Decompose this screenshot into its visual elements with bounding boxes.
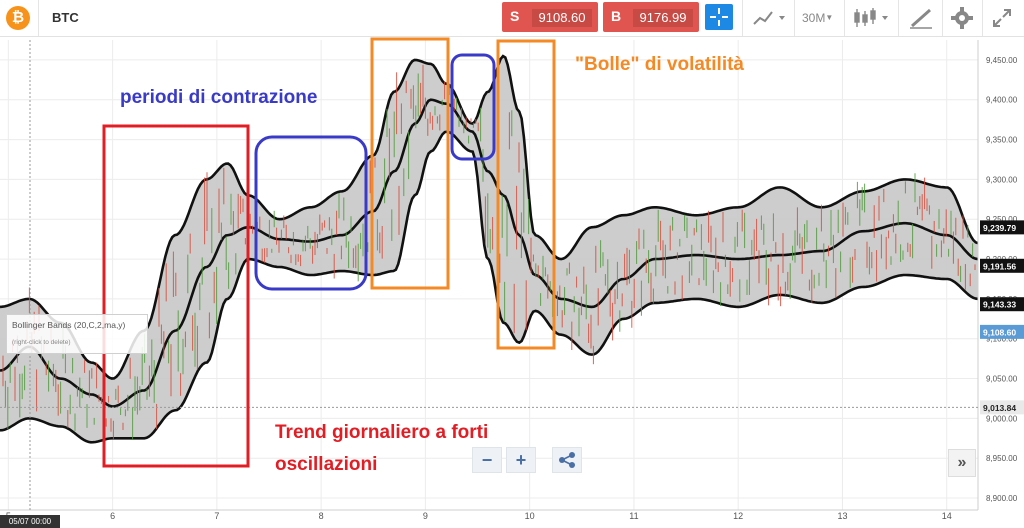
gear-icon — [951, 7, 973, 29]
sep-4 — [844, 0, 845, 36]
fullscreen-icon — [993, 9, 1011, 27]
chevron-down-icon: ▼ — [825, 13, 834, 22]
buy-button[interactable]: B 9176.99 — [603, 2, 699, 32]
x-tick-label: 6 — [110, 511, 115, 521]
y-tick-label: 9,350.00 — [986, 136, 1018, 145]
crosshair-date-label: 05/07 00:00 — [0, 515, 60, 528]
sep-1 — [38, 0, 39, 36]
draw-tool-icon — [910, 8, 932, 29]
price-tag — [980, 220, 1024, 235]
price-tag — [980, 324, 1024, 339]
draw-button[interactable] — [906, 6, 936, 30]
line-chart-icon — [753, 11, 785, 25]
sep-6 — [942, 0, 943, 36]
indicators-button[interactable] — [853, 6, 891, 30]
price-tag-label: 9,013.84 — [983, 403, 1016, 413]
x-tick-label: 10 — [525, 511, 535, 521]
blue-contraction-box-1 — [254, 135, 368, 291]
sell-price: 9108.60 — [532, 9, 592, 27]
price-tag-label: 9,143.33 — [983, 300, 1016, 310]
y-tick-label: 8,950.00 — [986, 454, 1018, 463]
price-tag-label: 9,239.79 — [983, 223, 1016, 233]
chart-type-button[interactable] — [752, 6, 788, 30]
zoom-in-button[interactable]: + — [506, 447, 536, 473]
x-tick-label: 12 — [733, 511, 743, 521]
y-tick-label: 9,400.00 — [986, 96, 1018, 105]
blue-contraction-box-2 — [450, 53, 496, 161]
indicator-hint: (right-click to delete) — [12, 339, 71, 346]
fullscreen-button[interactable] — [990, 6, 1014, 30]
x-tick-label: 13 — [837, 511, 847, 521]
buy-price: 9176.99 — [633, 9, 693, 27]
x-tick-label: 14 — [942, 511, 952, 521]
y-tick-label: 8,900.00 — [986, 494, 1018, 503]
middle-band — [0, 98, 979, 408]
scroll-right-button[interactable]: » — [948, 449, 976, 477]
x-tick-label: 7 — [214, 511, 219, 521]
sell-letter: S — [510, 8, 520, 24]
trend-label-line2: oscillazioni — [275, 454, 377, 475]
orange-bubble-box-2 — [496, 39, 556, 350]
sep-7 — [982, 0, 983, 36]
band-fill — [0, 56, 978, 443]
price-tag-label: 9,108.60 — [983, 327, 1016, 337]
y-tick-label: 9,300.00 — [986, 175, 1018, 184]
share-icon — [559, 452, 575, 468]
indicator-name: Bollinger Bands (20,C,2,ma,y) — [12, 320, 126, 330]
sep-2 — [742, 0, 743, 36]
annotations-layer: periodi di contrazione "Bolle" di volati… — [102, 37, 744, 475]
price-tag — [980, 297, 1024, 312]
trend-label-line1: Trend giornaliero a forti — [275, 422, 488, 443]
bubbles-label: "Bolle" di volatilità — [575, 54, 744, 75]
crosshair-icon — [710, 8, 728, 26]
chart-axes: 8,900.00 8,950.00 9,000.00 9,050.00 9,100.00… — [0, 40, 1024, 521]
lower-band — [0, 130, 979, 444]
y-tick-label: 9,250.00 — [986, 215, 1018, 224]
share-button[interactable] — [552, 447, 582, 473]
upper-band — [0, 54, 979, 380]
red-trend-box — [102, 124, 250, 468]
x-tick-label: 8 — [319, 511, 324, 521]
contraction-label: periodi di contrazione — [120, 87, 317, 108]
buy-letter: B — [611, 8, 622, 24]
zoom-out-button[interactable]: − — [472, 447, 502, 473]
y-tick-label: 9,100.00 — [986, 335, 1018, 344]
y-tick-label: 9,050.00 — [986, 375, 1018, 384]
sep-3 — [794, 0, 795, 36]
price-tag — [980, 400, 1024, 415]
crosshair-button[interactable] — [705, 4, 733, 30]
symbol-title: BTC — [52, 10, 79, 25]
top-toolbar: ₿ BTC S 9108.60 B 9176.99 30M▼ — [0, 0, 1024, 37]
bollinger-bands — [0, 54, 979, 444]
y-tick-label: 9,450.00 — [986, 56, 1018, 65]
timeframe-value: 30M — [802, 11, 826, 25]
settings-button[interactable] — [950, 6, 974, 30]
x-tick-label: 11 — [629, 511, 638, 521]
y-tick-label: 9,000.00 — [986, 414, 1018, 423]
sep-5 — [898, 0, 899, 36]
orange-bubble-box-1 — [370, 37, 450, 290]
timeframe-select[interactable]: 30M▼ — [802, 6, 836, 30]
bitcoin-logo-icon: ₿ — [6, 6, 30, 30]
price-tag-label: 9,191.56 — [983, 261, 1016, 271]
x-tick-label: 9 — [423, 511, 428, 521]
sell-button[interactable]: S 9108.60 — [502, 2, 598, 32]
candlestick-icon — [854, 8, 888, 27]
price-tag — [980, 258, 1024, 273]
indicator-label-box[interactable]: Bollinger Bands (20,C,2,ma,y) (right-cli… — [6, 314, 148, 354]
